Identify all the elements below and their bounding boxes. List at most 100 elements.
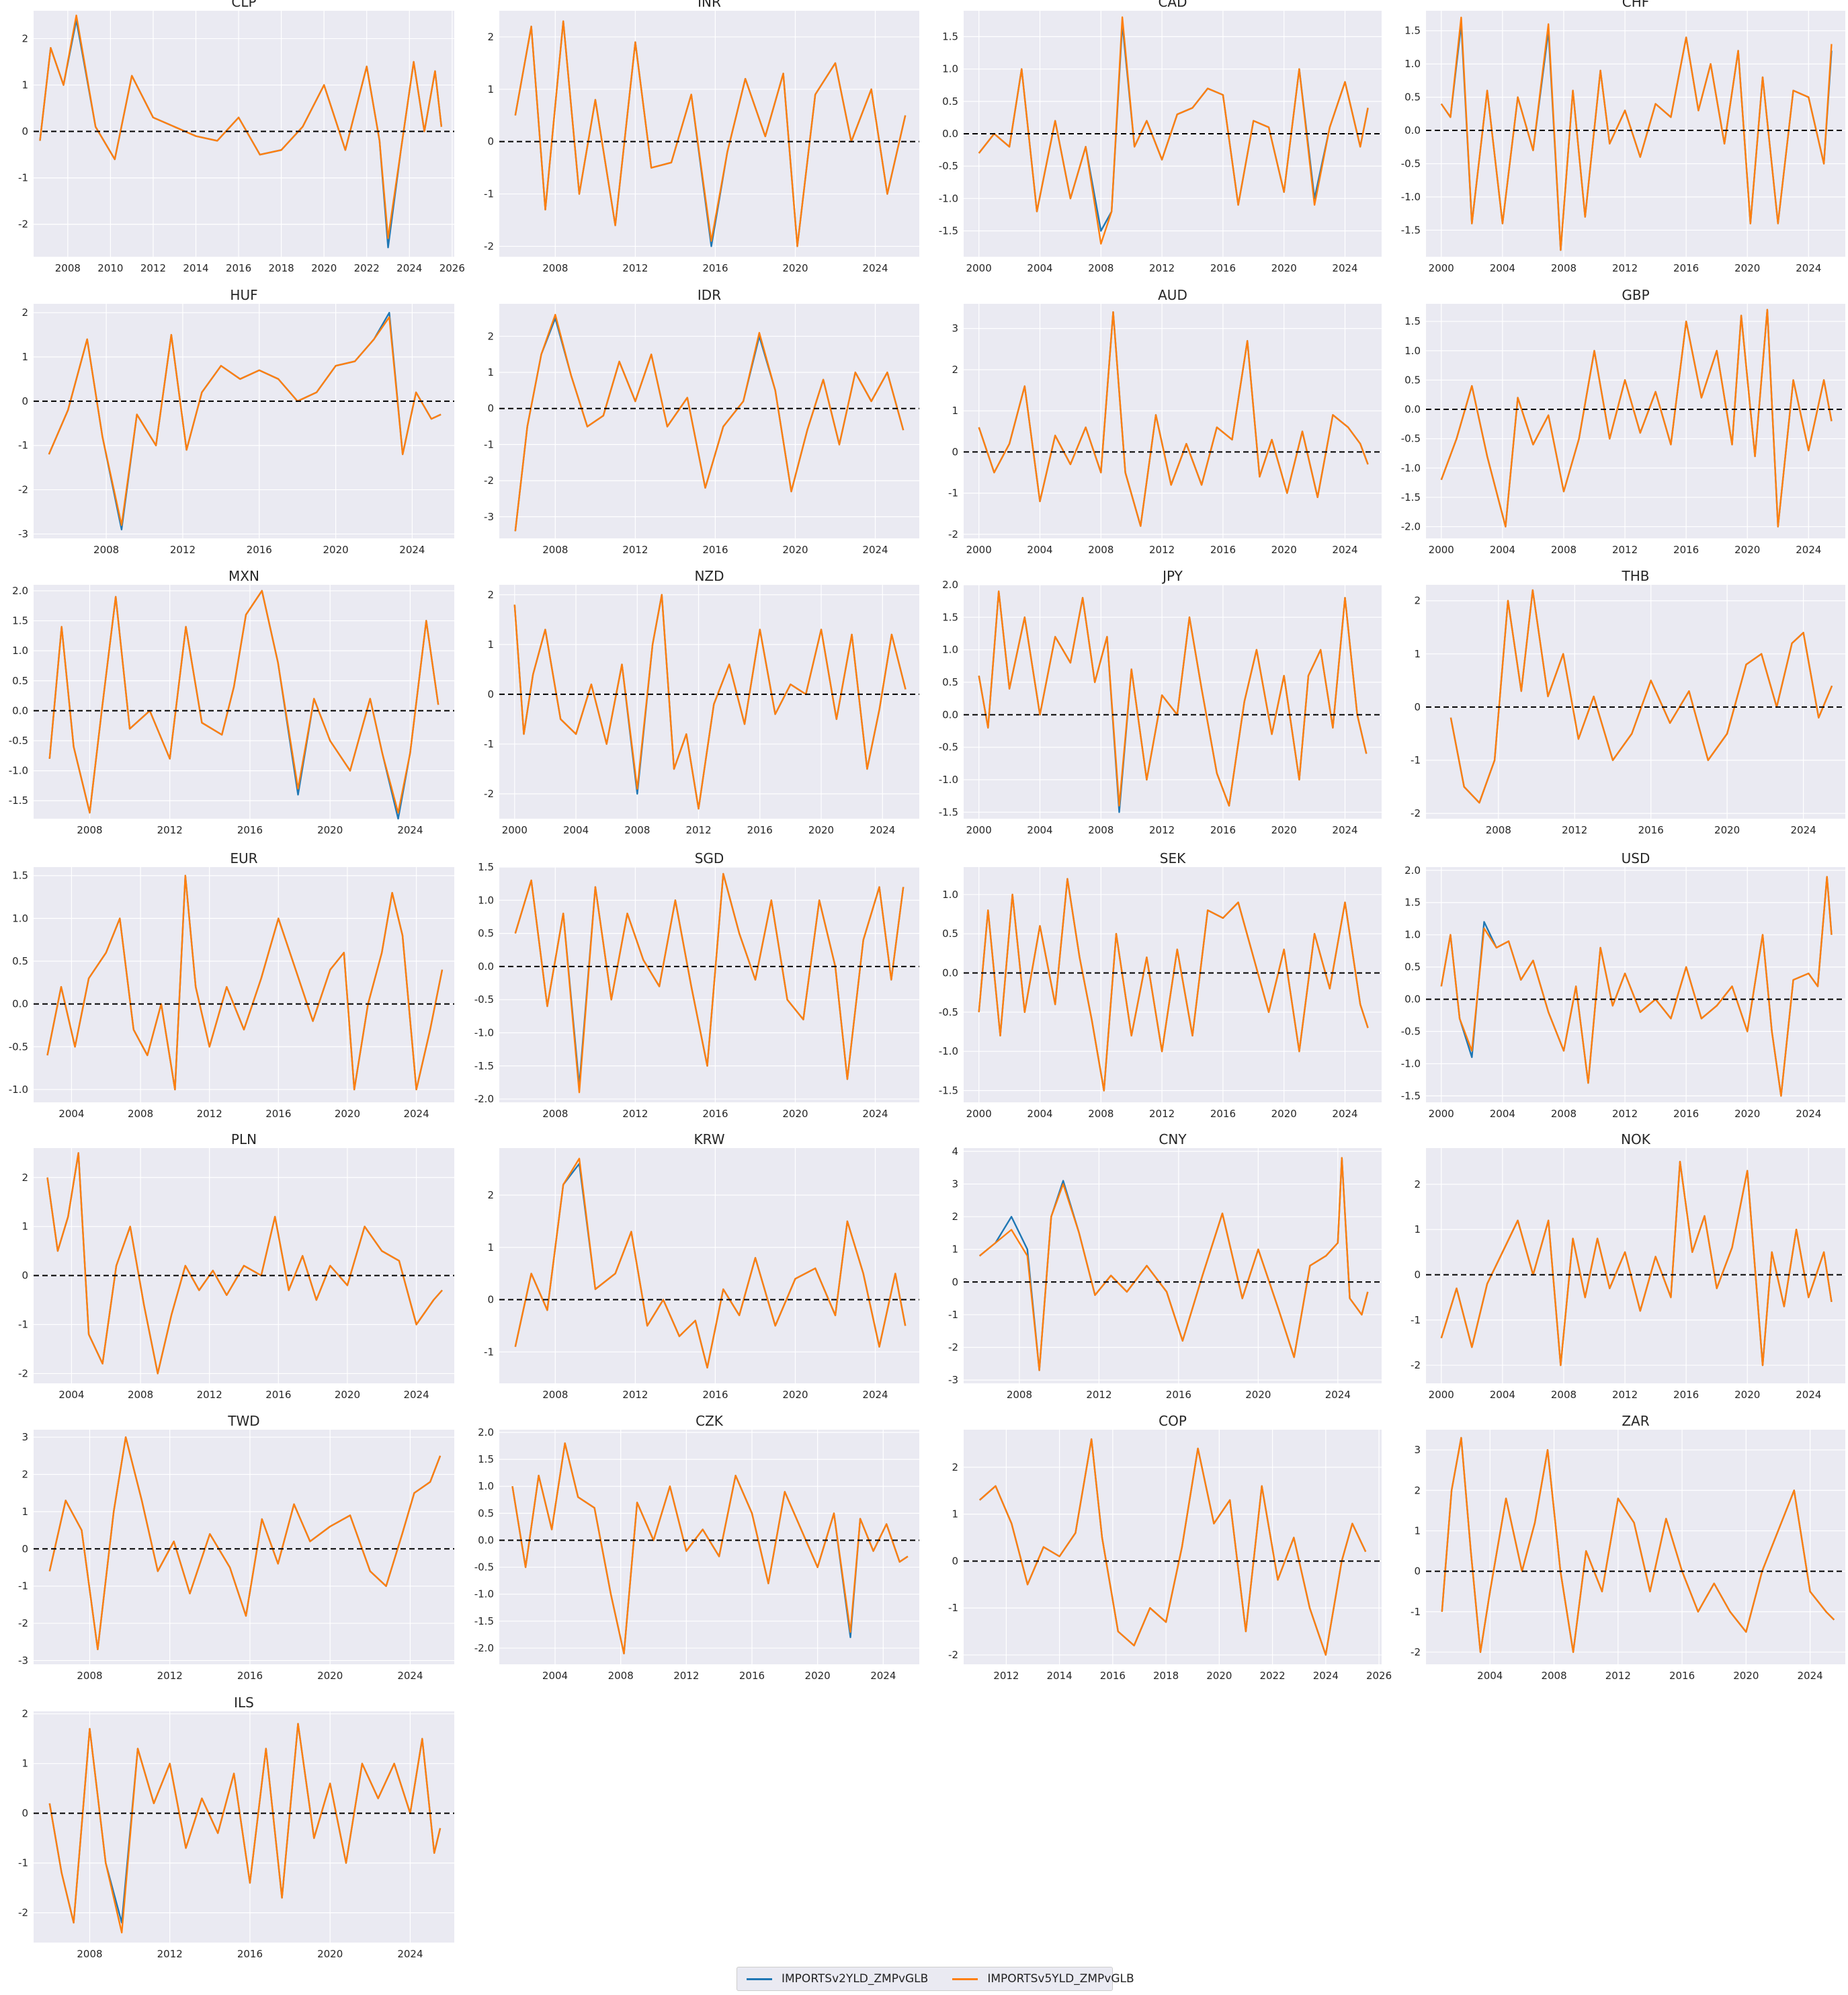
y-tick-label: -1.5 bbox=[9, 795, 28, 807]
x-tick-label: 2024 bbox=[1796, 544, 1821, 556]
y-tick-label: 0.0 bbox=[942, 708, 958, 721]
x-tick-label: 2008 bbox=[624, 824, 650, 836]
chart-title-clp: CLP bbox=[231, 0, 256, 10]
chart-title-twd: TWD bbox=[227, 1413, 259, 1429]
y-tick-label: -1.0 bbox=[474, 1026, 494, 1039]
x-tick-label: 2004 bbox=[1490, 544, 1515, 556]
x-tick-label: 2016 bbox=[702, 544, 728, 556]
y-tick-label: 0.0 bbox=[942, 128, 958, 140]
y-tick-label: 2 bbox=[22, 307, 28, 319]
y-tick-label: -0.5 bbox=[1401, 433, 1421, 445]
y-tick-label: 2 bbox=[1414, 595, 1421, 607]
y-tick-label: -1 bbox=[484, 438, 494, 450]
chart-title-inr: INR bbox=[698, 0, 721, 10]
x-tick-label: 2022 bbox=[1259, 1670, 1285, 1682]
y-tick-label: 1 bbox=[22, 351, 28, 363]
x-tick-label: 2008 bbox=[1551, 262, 1577, 274]
subplot-inr: INR -2 -1 0 1 2 2008 2012 2016 2020 2024 bbox=[484, 0, 919, 274]
y-tick-label: 0.5 bbox=[942, 95, 958, 108]
y-tick-label: 3 bbox=[1414, 1444, 1421, 1456]
x-tick-label: 2012 bbox=[1612, 1108, 1638, 1120]
x-tick-label: 2020 bbox=[1245, 1389, 1271, 1401]
series-line-v5-eur bbox=[46, 874, 444, 1091]
y-tick-label: -1.0 bbox=[939, 192, 958, 204]
y-tick-label: 2.0 bbox=[942, 579, 958, 591]
x-tick-label: 2008 bbox=[128, 1108, 153, 1120]
x-tick-label: 2012 bbox=[1612, 1389, 1638, 1401]
y-tick-label: 0.0 bbox=[478, 961, 494, 973]
y-tick-label: 1 bbox=[22, 1506, 28, 1518]
y-tick-label: -0.5 bbox=[1401, 1026, 1421, 1038]
x-tick-label: 2018 bbox=[269, 262, 294, 274]
y-tick-label: 1 bbox=[487, 1241, 494, 1254]
y-tick-label: 0 bbox=[1414, 1565, 1421, 1578]
x-tick-label: 2024 bbox=[1796, 262, 1821, 274]
chart-title-nzd: NZD bbox=[694, 568, 724, 584]
y-tick-label: 1.0 bbox=[478, 1480, 494, 1492]
x-tick-label: 2016 bbox=[226, 262, 251, 274]
plot-area-nzd bbox=[499, 585, 919, 819]
x-tick-label: 2008 bbox=[1088, 824, 1114, 836]
x-tick-label: 2008 bbox=[1088, 544, 1114, 556]
x-tick-label: 2012 bbox=[1612, 544, 1638, 556]
x-tick-label: 2008 bbox=[1541, 1670, 1566, 1682]
y-tick-label: 0.5 bbox=[942, 676, 958, 688]
y-tick-label: 1.0 bbox=[1404, 58, 1421, 70]
x-tick-label: 2020 bbox=[1271, 262, 1297, 274]
y-tick-label: 0.0 bbox=[942, 967, 958, 979]
x-tick-label: 2020 bbox=[1734, 1389, 1760, 1401]
subplot-thb: THB -2 -1 0 1 2 2008 2012 2016 2020 2024 bbox=[1411, 568, 1845, 836]
x-tick-label: 2004 bbox=[1490, 1389, 1515, 1401]
y-tick-label: 1 bbox=[487, 366, 494, 378]
x-tick-label: 2008 bbox=[542, 1389, 568, 1401]
subplot-sgd: SGD -2.0 -1.5 -1.0 -0.5 0.0 0.5 1.0 1.5 2008 2012 2… bbox=[474, 850, 919, 1120]
legend-swatch-v5 bbox=[952, 1978, 978, 1980]
chart-title-thb: THB bbox=[1622, 568, 1650, 584]
y-tick-label: 1 bbox=[487, 639, 494, 651]
x-tick-label: 2004 bbox=[1027, 262, 1052, 274]
x-tick-label: 2004 bbox=[1027, 1108, 1052, 1120]
chart-title-aud: AUD bbox=[1158, 287, 1187, 303]
subplot-cop: COP -2 -1 0 1 2 2012 2014 2016 2018 2020 2022 2024 20… bbox=[948, 1413, 1392, 1682]
chart-title-sek: SEK bbox=[1160, 850, 1186, 866]
y-tick-label: 1.5 bbox=[12, 615, 28, 627]
y-tick-label: 3 bbox=[22, 1431, 28, 1443]
x-tick-label: 2008 bbox=[542, 544, 568, 556]
x-tick-label: 2012 bbox=[157, 1670, 183, 1682]
x-tick-label: 2000 bbox=[966, 1108, 992, 1120]
y-tick-label: -1.0 bbox=[1401, 462, 1421, 474]
x-tick-label: 2012 bbox=[1612, 262, 1638, 274]
series-line-v5-gbp bbox=[1440, 309, 1833, 528]
y-tick-label: 2 bbox=[487, 1189, 494, 1201]
x-tick-label: 2016 bbox=[1673, 544, 1699, 556]
chart-title-chf: CHF bbox=[1622, 0, 1650, 10]
y-tick-label: -1.5 bbox=[939, 1085, 958, 1097]
x-tick-label: 2012 bbox=[622, 1389, 648, 1401]
series-line-v5-zar bbox=[1441, 1436, 1835, 1654]
y-tick-label: -0.5 bbox=[474, 1561, 494, 1574]
subplot-mxn: MXN -1.5 -1.0 -0.5 0.0 0.5 1.0 1.5 2.0 2008 2012 20… bbox=[9, 568, 454, 836]
x-tick-label: 2012 bbox=[1149, 544, 1175, 556]
x-tick-label: 2024 bbox=[403, 1389, 429, 1401]
subplot-twd: TWD -3 -2 -1 0 1 2 3 2008 2012 2016 2020 2024 bbox=[18, 1413, 454, 1682]
subplot-aud: AUD -2 -1 0 1 2 3 2000 2004 2008 2012 2016 2020 2024 bbox=[948, 287, 1382, 556]
series-line-v5-idr bbox=[514, 313, 905, 532]
x-tick-label: 2016 bbox=[702, 1108, 728, 1120]
y-tick-label: -0.5 bbox=[939, 741, 958, 754]
y-tick-label: -0.5 bbox=[9, 735, 28, 747]
subplot-huf: HUF -3 -2 -1 0 1 2 2008 2012 2016 2020 2024 bbox=[18, 287, 454, 556]
x-tick-label: 2020 bbox=[323, 544, 348, 556]
x-tick-label: 2012 bbox=[157, 1948, 183, 1960]
chart-title-cny: CNY bbox=[1159, 1131, 1187, 1147]
y-tick-label: 0 bbox=[487, 1294, 494, 1306]
y-tick-label: 0 bbox=[22, 126, 28, 138]
x-tick-label: 2024 bbox=[1332, 544, 1357, 556]
y-tick-label: -1.0 bbox=[9, 765, 28, 777]
y-tick-label: 4 bbox=[952, 1145, 958, 1157]
series-line-v5-chf bbox=[1440, 16, 1833, 251]
x-tick-label: 2016 bbox=[247, 544, 272, 556]
plot-area-inr bbox=[499, 11, 919, 257]
plot-area-thb bbox=[1426, 585, 1845, 819]
x-tick-label: 2012 bbox=[170, 544, 196, 556]
